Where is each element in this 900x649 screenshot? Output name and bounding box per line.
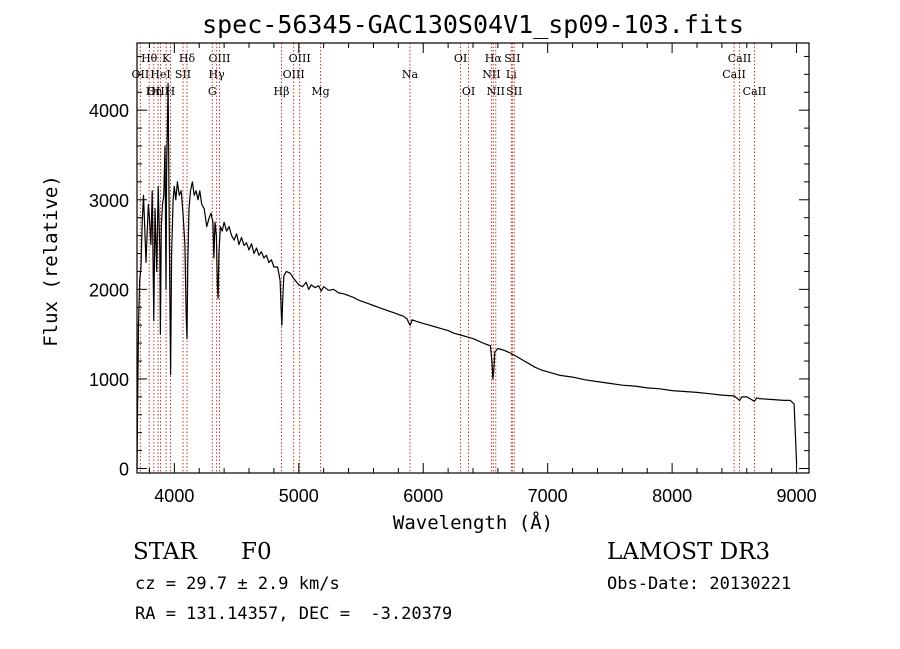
line-marker-label: OIII bbox=[283, 68, 305, 81]
line-marker-label: HeI bbox=[150, 68, 170, 81]
survey-label: LAMOST DR3 bbox=[607, 539, 771, 565]
line-marker-label: CaII bbox=[728, 52, 752, 65]
spectrum-line bbox=[136, 82, 798, 469]
plot-frame bbox=[136, 42, 810, 474]
line-marker-label: CaII bbox=[743, 85, 767, 98]
y-axis-label: Flux (relative) bbox=[40, 175, 62, 347]
line-marker-label: Hβ bbox=[274, 85, 290, 98]
redshift-readout: cz = 29.7 ± 2.9 km/s bbox=[135, 574, 340, 594]
line-marker-label: Na bbox=[402, 68, 419, 81]
y-tick-label: 3000 bbox=[89, 191, 129, 211]
line-marker-label: K bbox=[162, 52, 171, 65]
line-marker-label: CaII bbox=[722, 68, 746, 81]
object-class: STAR bbox=[133, 539, 197, 565]
line-marker-label: Hγ bbox=[209, 68, 226, 81]
line-marker-label: Hη bbox=[146, 85, 162, 98]
line-marker-label: Hα bbox=[485, 52, 503, 65]
line-marker-label: NII bbox=[487, 85, 505, 98]
x-tick-label: 6000 bbox=[403, 486, 443, 506]
y-tick-label: 4000 bbox=[89, 101, 129, 121]
x-axis-label: Wavelength (Å) bbox=[393, 511, 553, 534]
line-marker-label: Mg bbox=[311, 85, 329, 98]
x-tick-label: 4000 bbox=[154, 486, 194, 506]
line-marker-label: OI bbox=[454, 52, 467, 65]
x-tick-label: 5000 bbox=[279, 486, 319, 506]
line-marker-label: Li bbox=[506, 68, 517, 81]
x-tick-label: 9000 bbox=[777, 486, 817, 506]
y-tick-label: 2000 bbox=[89, 280, 129, 300]
x-tick-label: 7000 bbox=[528, 486, 568, 506]
line-marker-label: OI bbox=[462, 85, 475, 98]
line-marker-label: H bbox=[166, 85, 176, 98]
y-tick-label: 0 bbox=[119, 460, 129, 480]
x-tick-label: 8000 bbox=[652, 486, 692, 506]
line-marker-label: SII bbox=[175, 68, 191, 81]
line-marker-label: OIII bbox=[289, 52, 311, 65]
line-marker-label: Hθ bbox=[141, 52, 158, 65]
line-marker-label: OIII bbox=[147, 85, 169, 98]
coordinates-readout: RA = 131.14357, DEC = -3.20379 bbox=[135, 604, 453, 624]
y-tick-label: 1000 bbox=[89, 370, 129, 390]
chart-title: spec-56345-GAC130S04V1_sp09-103.fits bbox=[202, 10, 744, 39]
line-marker-label: OIII bbox=[208, 52, 230, 65]
line-marker-label: Hδ bbox=[179, 52, 196, 65]
line-marker-label: NII bbox=[482, 68, 500, 81]
object-subclass: F0 bbox=[241, 539, 272, 565]
obs-date-readout: Obs-Date: 20130221 bbox=[607, 574, 792, 594]
line-marker-label: SII bbox=[504, 52, 520, 65]
line-marker-label: G bbox=[208, 85, 217, 98]
line-marker-label: SII bbox=[506, 85, 522, 98]
